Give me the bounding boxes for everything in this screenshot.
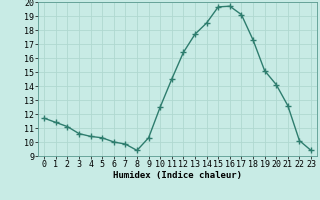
X-axis label: Humidex (Indice chaleur): Humidex (Indice chaleur) bbox=[113, 171, 242, 180]
